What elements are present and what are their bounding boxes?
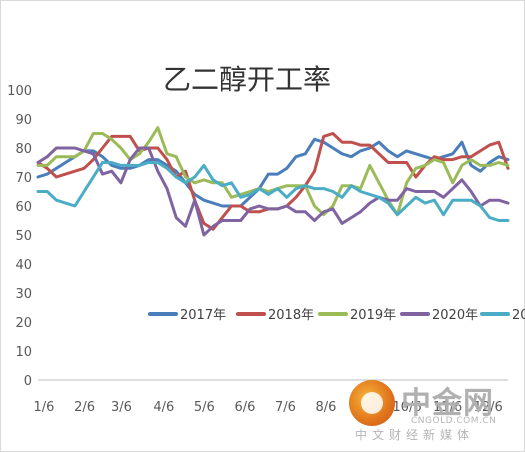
y-tick-label: 100 xyxy=(7,84,32,99)
watermark: 中金网 CNGOLD.COM.CN 中文财经新媒体 xyxy=(349,378,519,444)
x-tick-label: 8/6 xyxy=(316,400,337,415)
y-tick-label: 0 xyxy=(24,374,32,389)
y-tick-label: 10 xyxy=(15,345,32,360)
series-line-1 xyxy=(36,137,510,208)
y-tick-label: 40 xyxy=(15,258,32,273)
legend-label-1: 2017年 xyxy=(180,308,226,323)
x-tick-label: 3/6 xyxy=(111,400,132,415)
legend-label-4: 2020年 xyxy=(432,308,478,323)
legend-label-3: 2019年 xyxy=(350,308,396,323)
y-tick-label: 20 xyxy=(15,316,32,331)
y-tick-label: 70 xyxy=(15,171,32,186)
watermark-subtitle: 中文财经新媒体 xyxy=(355,428,475,442)
legend-label-5: 2021年 xyxy=(512,308,525,323)
x-tick-label: 2/6 xyxy=(74,400,95,415)
series-line-5 xyxy=(36,161,510,222)
series-line-4 xyxy=(36,146,510,237)
chart-title: 乙二醇开工率 xyxy=(163,63,331,96)
x-tick-label: 4/6 xyxy=(153,400,174,415)
legend-label-2: 2018年 xyxy=(268,308,314,323)
y-tick-label: 60 xyxy=(15,200,32,215)
x-tick-label: 7/6 xyxy=(275,400,296,415)
watermark-name: 中金网 xyxy=(401,386,494,421)
brand-logo-icon xyxy=(349,380,395,426)
y-tick-label: 80 xyxy=(15,142,32,157)
x-tick-label: 11/6 xyxy=(433,400,462,415)
watermark-domain: CNGOLD.COM.CN xyxy=(411,416,497,426)
x-tick-label: 12/6 xyxy=(474,400,503,415)
x-tick-label: 1/6 xyxy=(34,400,55,415)
y-tick-label: 30 xyxy=(15,287,32,302)
x-tick-label: 6/6 xyxy=(234,400,255,415)
x-tick-label: 5/6 xyxy=(194,400,215,415)
y-tick-label: 90 xyxy=(15,113,32,128)
x-tick-label: 10/6 xyxy=(392,400,421,415)
series-line-2 xyxy=(36,132,510,231)
y-tick-label: 50 xyxy=(15,229,32,244)
